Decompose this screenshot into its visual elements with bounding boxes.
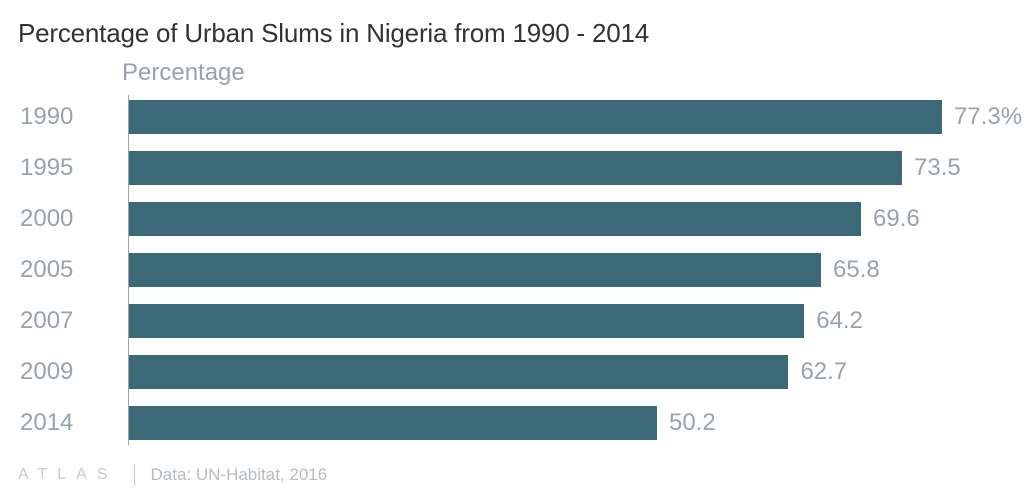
bar-row: 2007 64.2	[18, 299, 1012, 343]
bar-fill	[129, 253, 821, 287]
footer-separator	[134, 464, 135, 486]
bar-track: 69.6	[129, 202, 942, 236]
chart-body: 1990 77.3% 1995 73.5 2000 69.6 2005	[18, 95, 1012, 445]
bar-track: 62.7	[129, 355, 942, 389]
bar-value: 50.2	[669, 409, 716, 437]
bar-value: 77.3%	[954, 103, 1022, 131]
bar-row: 2009 62.7	[18, 350, 1012, 394]
bar-track: 73.5	[129, 151, 942, 185]
bar-value: 69.6	[873, 205, 920, 233]
bar-label: 2000	[18, 205, 118, 233]
footer: ATLAS Data: UN-Habitat, 2016	[18, 464, 327, 486]
bar-fill	[129, 151, 902, 185]
bar-fill	[129, 304, 804, 338]
bar-value: 65.8	[833, 256, 880, 284]
data-source: Data: UN-Habitat, 2016	[151, 465, 328, 485]
bar-label: 1990	[18, 103, 118, 131]
bar-label: 2007	[18, 307, 118, 335]
bar-row: 1995 73.5	[18, 146, 1012, 190]
bar-label: 1995	[18, 154, 118, 182]
bar-row: 2005 65.8	[18, 248, 1012, 292]
bar-value: 64.2	[816, 307, 863, 335]
bar-row: 2014 50.2	[18, 401, 1012, 445]
chart-title: Percentage of Urban Slums in Nigeria fro…	[18, 18, 1012, 49]
bar-track: 64.2	[129, 304, 942, 338]
bar-fill	[129, 100, 942, 134]
bar-label: 2009	[18, 358, 118, 386]
bar-label: 2014	[18, 409, 118, 437]
bar-fill	[129, 406, 657, 440]
bar-fill	[129, 355, 788, 389]
bar-track: 50.2	[129, 406, 942, 440]
bar-fill	[129, 202, 861, 236]
bar-label: 2005	[18, 256, 118, 284]
atlas-logo: ATLAS	[18, 466, 118, 484]
bar-value: 62.7	[800, 358, 847, 386]
bar-row: 2000 69.6	[18, 197, 1012, 241]
chart-container: Percentage of Urban Slums in Nigeria fro…	[0, 0, 1036, 445]
bar-value: 73.5	[914, 154, 961, 182]
bar-row: 1990 77.3%	[18, 95, 1012, 139]
axis-title: Percentage	[122, 59, 1012, 87]
bar-track: 77.3%	[129, 100, 942, 134]
bar-track: 65.8	[129, 253, 942, 287]
